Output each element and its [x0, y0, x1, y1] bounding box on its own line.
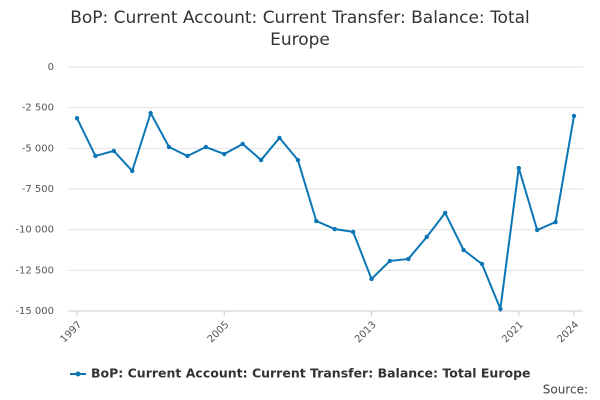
point [516, 165, 521, 171]
y-tick-label: -15 000 [15, 306, 54, 317]
point [369, 276, 374, 282]
y-tick-label: -12 500 [15, 265, 54, 276]
point [406, 256, 411, 262]
point [130, 168, 135, 174]
y-tick-label: -10 000 [15, 225, 54, 236]
y-tick-label: -2 500 [22, 103, 54, 114]
point [387, 258, 393, 264]
x-tick-label: 2021 [500, 319, 526, 345]
point [74, 116, 80, 121]
point [498, 306, 503, 312]
point [553, 219, 558, 225]
source: Source: [543, 383, 588, 397]
point [185, 153, 190, 159]
x-tick-label: 2005 [206, 319, 232, 345]
point [442, 210, 448, 216]
point [222, 151, 227, 157]
chart-title: BoP: Current Account: Current Transfer: … [70, 8, 530, 50]
point [571, 113, 577, 119]
title-line: Europe [270, 30, 330, 50]
y-tick-label: 0 [48, 62, 54, 73]
x-tick-label: 2013 [353, 319, 379, 345]
point [258, 157, 264, 163]
point [350, 229, 356, 235]
point [461, 247, 466, 253]
x-tick-label: 1997 [58, 319, 84, 345]
point [534, 227, 540, 233]
point [203, 144, 209, 150]
legend-label: BoP: Current Account: Current Transfer: … [91, 366, 531, 381]
x-tick-label: 2024 [555, 319, 581, 345]
point [111, 148, 117, 154]
point [240, 141, 245, 147]
point [93, 153, 98, 159]
point [424, 234, 429, 240]
y-tick-label: -5 000 [22, 143, 54, 154]
point [277, 135, 282, 141]
point [166, 144, 172, 150]
line [76, 110, 575, 313]
point [295, 157, 301, 163]
point [332, 226, 337, 232]
point [314, 218, 319, 224]
legend-marker [75, 371, 81, 377]
point [148, 110, 153, 116]
title-line: BoP: Current Account: Current Transfer: … [70, 8, 530, 28]
y-tick-label: -7 500 [22, 184, 54, 195]
point [479, 261, 485, 267]
